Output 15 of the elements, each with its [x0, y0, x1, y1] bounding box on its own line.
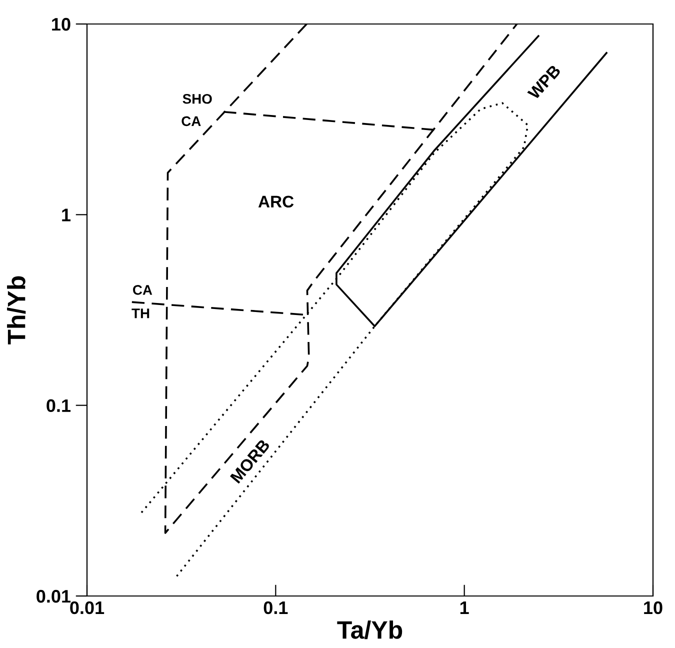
y-tick-label: 0.1: [46, 399, 71, 412]
y-axis-title: Th/Yb: [7, 276, 26, 344]
y-tick-label: 10: [52, 18, 70, 31]
annotation: CA: [133, 285, 152, 295]
x-axis-title: Ta/Yb: [337, 620, 402, 640]
x-tick-label: 0.01: [70, 601, 104, 614]
annotation: ARC: [258, 196, 294, 208]
y-tick-label: 0.01: [36, 590, 71, 603]
x-tick-label: 1: [460, 602, 469, 614]
annotation: CA: [182, 116, 201, 126]
x-tick-label: 0.1: [264, 601, 288, 614]
annotation: SHO: [182, 94, 212, 104]
annotation: TH: [132, 308, 150, 318]
x-tick-label: 10: [644, 601, 662, 614]
y-tick-label: 1: [62, 208, 71, 222]
